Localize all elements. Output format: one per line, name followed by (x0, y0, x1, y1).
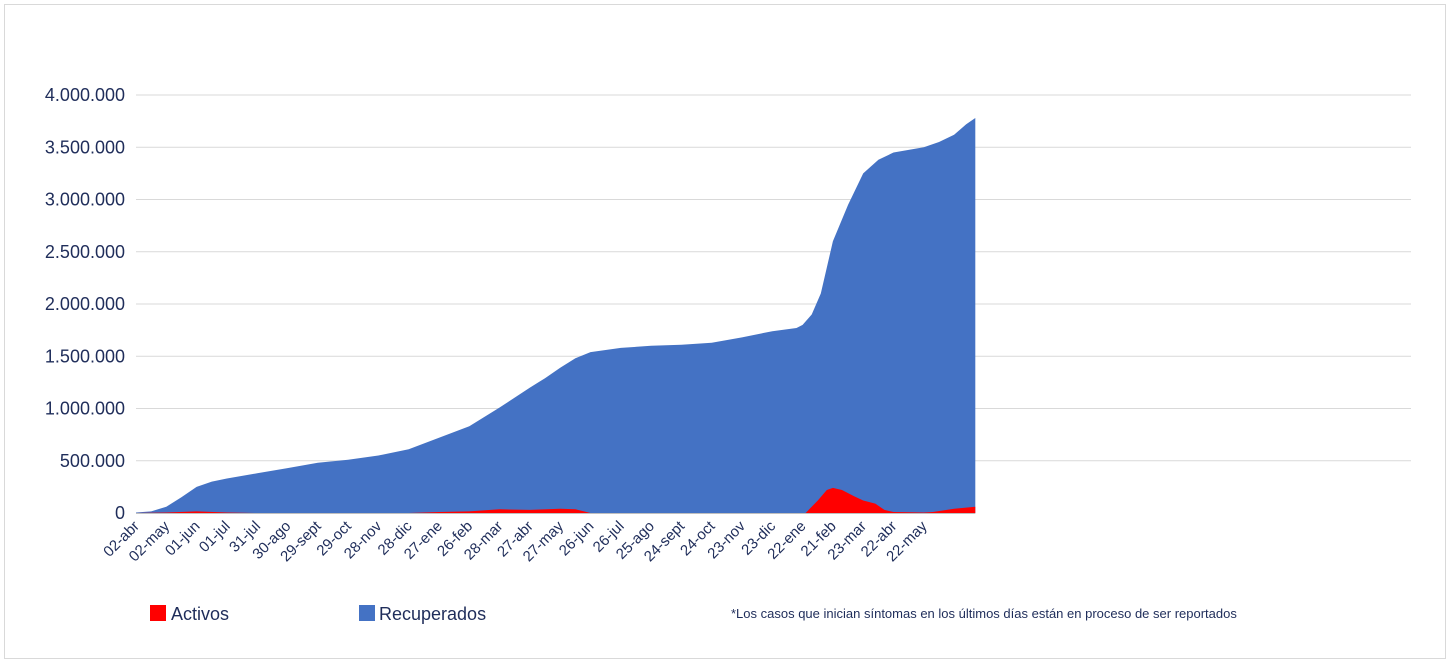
y-tick-label: 1.500.000 (45, 346, 125, 366)
y-tick-label: 4.000.000 (45, 85, 125, 105)
chart: 0 500.000 1.000.000 1.500.000 2.000.000 2.500… (45, 85, 1411, 624)
legend-swatch-recuperados (359, 605, 375, 621)
legend-label-activos: Activos (171, 604, 229, 624)
x-tick-label: 01-jul (196, 518, 234, 556)
series-area-recuperados (136, 118, 976, 513)
legend-label-recuperados: Recuperados (379, 604, 486, 624)
y-tick-label: 1.000.000 (45, 399, 125, 419)
y-tick-label: 500.000 (60, 451, 125, 471)
legend-swatch-activos (150, 605, 166, 621)
legend: Activos Recuperados *Los casos que inici… (150, 604, 1237, 624)
y-tick-label: 2.500.000 (45, 242, 125, 262)
x-tick-label: 01-jun (162, 518, 204, 560)
y-tick-label: 0 (115, 503, 125, 523)
x-tick-label: 26-jun (556, 518, 598, 560)
y-tick-label: 2.000.000 (45, 294, 125, 314)
footnote: *Los casos que inician síntomas en los ú… (731, 606, 1237, 621)
y-tick-label: 3.500.000 (45, 137, 125, 157)
chart-frame: 0 500.000 1.000.000 1.500.000 2.000.000 2.500… (4, 4, 1446, 659)
series-layer (136, 118, 976, 513)
y-tick-label: 3.000.000 (45, 190, 125, 210)
